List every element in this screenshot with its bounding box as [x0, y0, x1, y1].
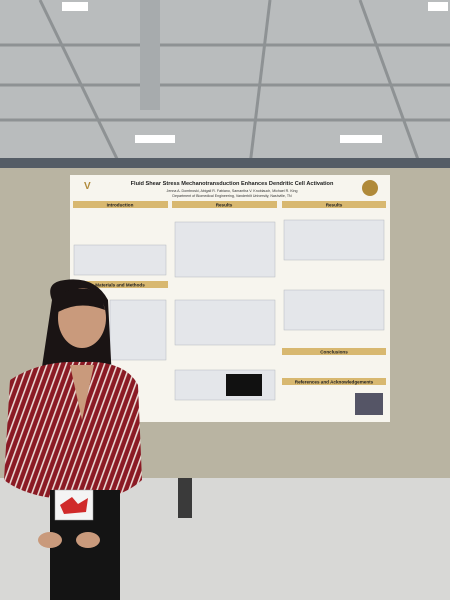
section-title: Conclusions — [320, 350, 348, 355]
poster-authors: Jenna A. Dombroski, Abigail R. Fabiano, … — [167, 189, 298, 193]
ceiling — [0, 0, 450, 165]
person — [4, 279, 142, 600]
ceiling-beams — [0, 0, 450, 166]
board-leg — [178, 478, 192, 518]
section-title: Introduction — [107, 203, 134, 208]
poster-title: Fluid Shear Stress Mechanotransduction E… — [131, 181, 334, 187]
section-title: Results — [216, 203, 233, 208]
board-frame — [0, 158, 450, 170]
section-title: Results — [326, 203, 343, 208]
ceiling-lights — [62, 2, 448, 143]
poster-affiliation: Department of Biomedical Engineering, Va… — [172, 194, 292, 198]
logo — [362, 180, 378, 196]
duct — [140, 0, 160, 110]
poster-figures — [73, 219, 385, 401]
logo-v: V — [84, 181, 91, 192]
group-photo — [355, 393, 383, 415]
section-headers — [73, 201, 386, 385]
section-title: References and Acknowledgements — [295, 380, 374, 385]
section-title: Materials and Methods — [95, 283, 145, 288]
microscopy-image — [226, 374, 262, 396]
